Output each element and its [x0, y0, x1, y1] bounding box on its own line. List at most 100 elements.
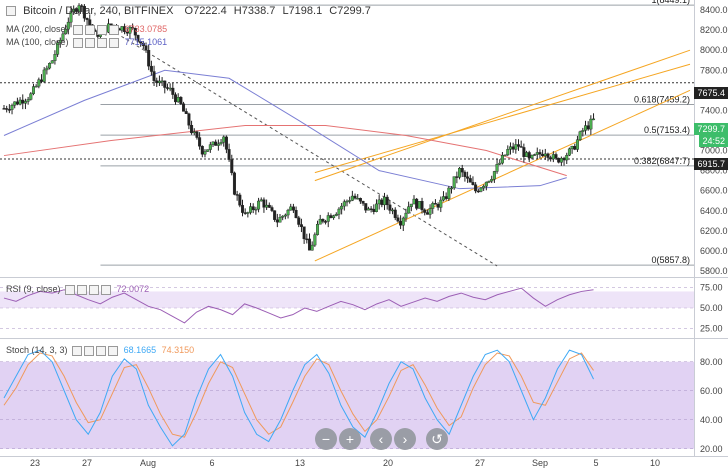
price-tag-6915: 6915.7 [694, 158, 728, 170]
candle-body [149, 65, 153, 72]
candle-body [487, 180, 491, 183]
candle-body [198, 137, 202, 147]
time-tick-label: 27 [475, 458, 485, 468]
candle [165, 83, 169, 91]
zoom-out-button[interactable]: − [315, 428, 337, 450]
scroll-right-button[interactable]: › [394, 428, 416, 450]
candle [273, 210, 277, 222]
eye-icon[interactable] [73, 24, 84, 35]
candle [136, 34, 140, 43]
candle-body [567, 148, 571, 156]
close-icon[interactable] [97, 37, 108, 48]
candle [586, 121, 590, 131]
more-icon[interactable] [109, 37, 120, 48]
eye-icon[interactable] [73, 37, 84, 48]
candle [503, 154, 507, 157]
candle [321, 218, 325, 224]
candle-body [128, 27, 132, 34]
candle [546, 152, 550, 162]
candle-body [420, 201, 424, 211]
candle-body [551, 154, 555, 160]
candle-body [281, 215, 285, 218]
candle [58, 37, 62, 48]
candle-body [546, 153, 550, 158]
stoch-d-value: 74.3150 [161, 345, 195, 355]
time-tick-label: 20 [383, 458, 393, 468]
candle-body [7, 109, 11, 111]
candle-body [219, 142, 223, 145]
more-icon[interactable] [101, 284, 112, 295]
candle-body [444, 196, 448, 199]
candle [249, 202, 253, 215]
candle-body [479, 187, 483, 192]
gear-icon[interactable] [84, 345, 95, 356]
fib-level-label: 0.5(7153.4) [644, 125, 690, 135]
candle [305, 233, 309, 244]
candle-body [329, 215, 333, 219]
candle [326, 212, 330, 228]
candle-body [206, 149, 210, 152]
candle-body [436, 204, 440, 208]
candle [259, 197, 263, 202]
candle-body [171, 87, 175, 95]
candle-body [522, 147, 526, 157]
candle [377, 195, 381, 210]
candle-body [37, 79, 41, 87]
eye-icon[interactable] [65, 284, 76, 295]
candle-body [476, 190, 480, 193]
candle-body [543, 153, 547, 157]
candle [190, 120, 194, 135]
candle [519, 140, 523, 148]
candle-body [302, 226, 306, 240]
candle [393, 207, 397, 221]
zoom-in-button[interactable]: + [339, 428, 361, 450]
more-icon[interactable] [108, 345, 119, 356]
candle-body [310, 244, 314, 251]
candle-body [249, 206, 253, 213]
gear-icon[interactable] [77, 284, 88, 295]
candle-body [377, 199, 381, 205]
candle-body [240, 205, 244, 213]
candle-body [391, 209, 395, 212]
candle [380, 198, 384, 208]
eye-icon[interactable] [72, 345, 83, 356]
time-tick-label: 5 [593, 458, 598, 468]
candle [149, 60, 153, 76]
gear-icon[interactable] [85, 37, 96, 48]
candle-body [554, 154, 558, 159]
candle [216, 139, 220, 151]
candle-body [348, 200, 352, 202]
candle-body [10, 105, 14, 110]
close-icon[interactable] [97, 24, 108, 35]
close-icon[interactable] [89, 284, 100, 295]
candle-body [498, 162, 502, 165]
candle-body [18, 99, 22, 105]
candle-body [69, 11, 73, 23]
candle-body [243, 212, 247, 214]
candle-body [506, 149, 510, 156]
stoch-tick-label: 40.00 [700, 415, 723, 425]
gear-icon[interactable] [85, 24, 96, 35]
candle-body [575, 139, 579, 150]
candle-body [525, 152, 529, 157]
candle [356, 194, 360, 200]
scroll-left-button[interactable]: ‹ [370, 428, 392, 450]
rsi-line [3, 287, 594, 324]
close-icon[interactable] [96, 345, 107, 356]
candle [385, 194, 389, 210]
candle [372, 204, 376, 215]
collapse-icon[interactable] [6, 6, 16, 17]
candle [316, 220, 320, 236]
candle [281, 215, 285, 221]
candle-body [316, 224, 320, 235]
more-icon[interactable] [109, 24, 120, 35]
price-tick-label: 8000.0 [700, 45, 728, 55]
candle-body [222, 136, 226, 143]
candle [554, 152, 558, 160]
candle-body [517, 144, 521, 147]
candle-body [224, 136, 228, 150]
reset-chart-button[interactable]: ↺ [426, 428, 448, 450]
time-tick-label: 13 [295, 458, 305, 468]
candle [383, 192, 387, 211]
